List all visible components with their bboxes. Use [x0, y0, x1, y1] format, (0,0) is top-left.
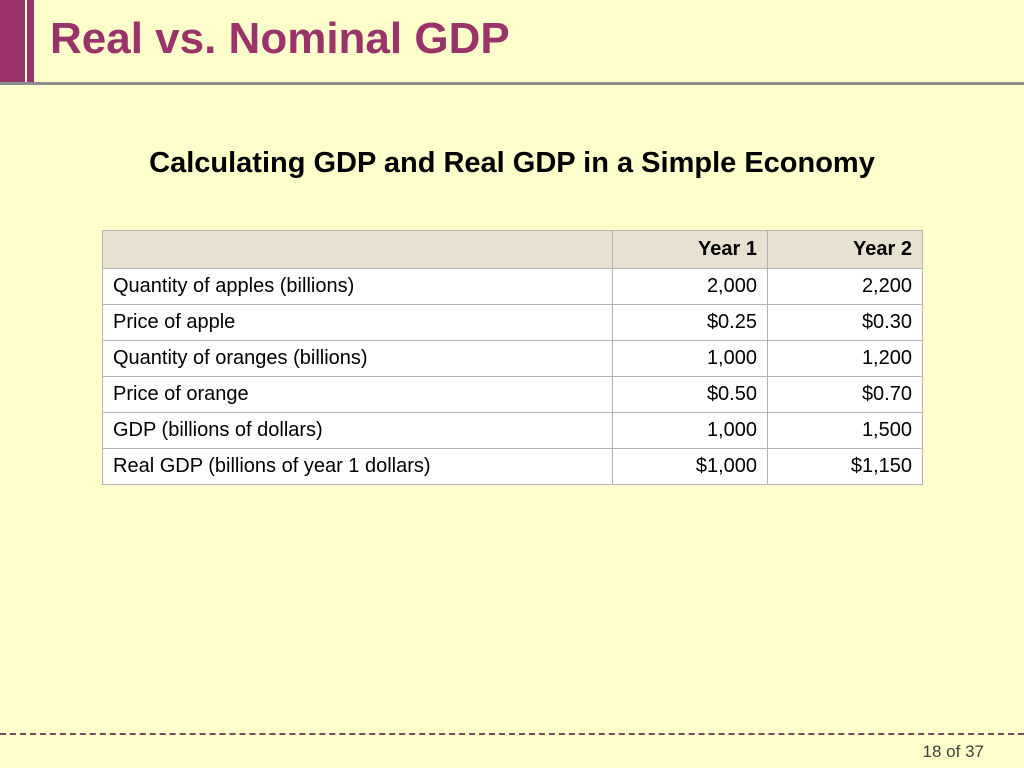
footer-divider: [0, 733, 1024, 735]
row-year1-value: 1,000: [612, 412, 768, 449]
header-cell-year1: Year 1: [612, 230, 768, 269]
row-label: Price of apple: [102, 304, 613, 341]
accent-bar-secondary: [27, 0, 34, 82]
row-year1-value: $0.50: [612, 376, 768, 413]
title-divider: [0, 82, 1024, 85]
row-year2-value: $1,150: [767, 448, 923, 485]
table-row: Real GDP (billions of year 1 dollars) $1…: [102, 448, 923, 485]
table-row: GDP (billions of dollars) 1,000 1,500: [102, 412, 923, 449]
row-year1-value: $1,000: [612, 448, 768, 485]
gdp-table: Year 1 Year 2 Quantity of apples (billio…: [102, 230, 923, 485]
row-label: Quantity of apples (billions): [102, 268, 613, 305]
table-caption: Calculating GDP and Real GDP in a Simple…: [149, 147, 875, 179]
row-year1-value: 1,000: [612, 340, 768, 377]
header-cell-year2: Year 2: [767, 230, 923, 269]
row-label: Quantity of oranges (billions): [102, 340, 613, 377]
row-label: Real GDP (billions of year 1 dollars): [102, 448, 613, 485]
row-year2-value: 1,200: [767, 340, 923, 377]
row-year2-value: $0.30: [767, 304, 923, 341]
table-header-row: Year 1 Year 2: [102, 230, 923, 269]
row-year2-value: 2,200: [767, 268, 923, 305]
row-year1-value: 2,000: [612, 268, 768, 305]
slide-title: Real vs. Nominal GDP: [50, 14, 510, 63]
table-row: Quantity of apples (billions) 2,000 2,20…: [102, 268, 923, 305]
table-row: Quantity of oranges (billions) 1,000 1,2…: [102, 340, 923, 377]
table-row: Price of apple $0.25 $0.30: [102, 304, 923, 341]
row-label: Price of orange: [102, 376, 613, 413]
accent-bar: [0, 0, 25, 82]
row-year1-value: $0.25: [612, 304, 768, 341]
table-row: Price of orange $0.50 $0.70: [102, 376, 923, 413]
header-cell-label: [102, 230, 613, 269]
row-label: GDP (billions of dollars): [102, 412, 613, 449]
row-year2-value: $0.70: [767, 376, 923, 413]
row-year2-value: 1,500: [767, 412, 923, 449]
page-number: 18 of 37: [922, 742, 984, 761]
